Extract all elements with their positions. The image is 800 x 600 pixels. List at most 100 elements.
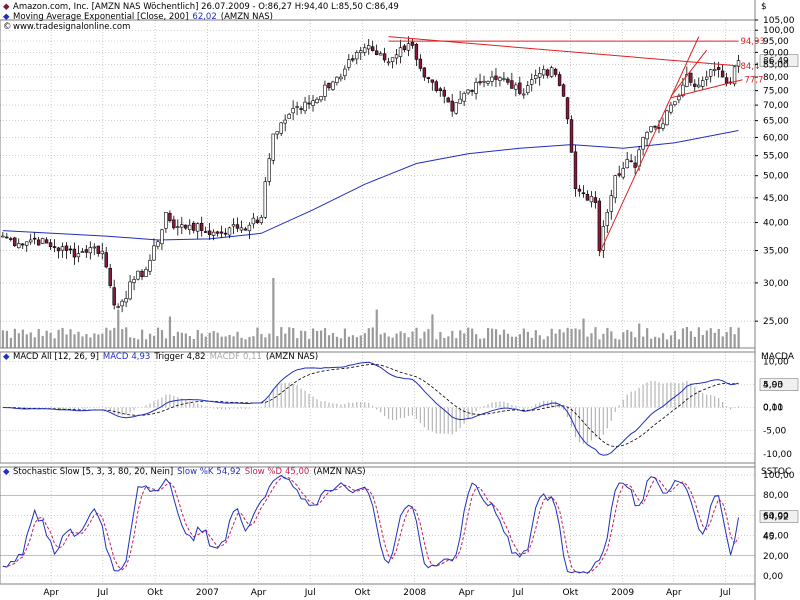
- price-y-tick-label: 80,00: [763, 73, 789, 83]
- candle-body: [44, 239, 49, 244]
- candle-body: [172, 219, 176, 229]
- volume-bar: [220, 336, 223, 348]
- candle-body: [176, 226, 180, 228]
- stoch-y-tick-label: 100,00: [763, 471, 795, 481]
- price-y-tick-label: 75,00: [763, 87, 789, 97]
- candle-body: [438, 88, 442, 92]
- x-tick-label: Jul: [96, 588, 108, 598]
- volume-bar: [276, 336, 279, 348]
- price-y-tick-label: 40,00: [763, 219, 789, 229]
- volume-bar: [471, 328, 474, 348]
- candle-body: [633, 162, 637, 168]
- volume-bar: [288, 327, 291, 348]
- candle-body: [68, 248, 73, 251]
- volume-bar: [29, 332, 32, 348]
- candle-body: [275, 131, 279, 135]
- price-y-tick-label: 35,00: [763, 247, 789, 257]
- volume-bar: [431, 314, 434, 348]
- candle-body: [510, 80, 514, 89]
- stoch-source: (AMZN NAS): [313, 467, 365, 477]
- volume-bar: [479, 338, 482, 348]
- candle-body: [534, 74, 538, 79]
- trendline-label: 84,4: [741, 62, 760, 72]
- volume-bar: [264, 337, 267, 348]
- trendline-label: 77,7: [745, 76, 764, 86]
- volume-bar: [455, 338, 458, 348]
- x-tick-label: 2009: [611, 588, 634, 598]
- macdf-series-value: 0,11: [243, 352, 262, 362]
- candle-body: [649, 126, 653, 132]
- candle-body: [522, 93, 526, 96]
- candle-body: [506, 78, 510, 83]
- volume-bar: [443, 337, 446, 348]
- volume-bar: [21, 329, 24, 348]
- volume-bar: [427, 329, 430, 348]
- candle-body: [609, 195, 613, 212]
- volume-bar: [200, 333, 203, 348]
- volume-bar: [578, 329, 581, 348]
- volume-bar: [546, 336, 549, 348]
- volume-bar: [315, 331, 319, 348]
- volume-bar: [335, 336, 339, 348]
- volume-bar: [375, 309, 378, 348]
- candle-body: [470, 89, 474, 92]
- volume-bar: [594, 327, 597, 348]
- candle-body: [355, 52, 359, 60]
- volume-bar: [148, 333, 152, 348]
- candle-body: [108, 267, 112, 286]
- ema-legend-source: (AMZN NAS): [221, 12, 273, 22]
- candle-body: [705, 76, 709, 80]
- volume-bar: [319, 330, 323, 348]
- volume-bar: [371, 327, 374, 348]
- candle-body: [219, 231, 224, 234]
- trendline: [670, 49, 708, 97]
- volume-bar: [17, 333, 20, 348]
- macd-series-name: MACD: [103, 352, 129, 362]
- candle-body: [390, 57, 395, 62]
- candle-body: [259, 217, 264, 224]
- stoch-axis-label: SSTOC: [761, 467, 791, 477]
- x-tick-label: Apr: [666, 588, 682, 598]
- price-axis-unit: $: [761, 2, 767, 12]
- volume-bar: [152, 335, 156, 348]
- candle-body: [144, 269, 148, 277]
- last-price-label: 86,49: [763, 57, 789, 67]
- volume-bar: [37, 329, 40, 348]
- volume-bar: [550, 328, 553, 348]
- volume-bar: [156, 327, 160, 348]
- candle-body: [215, 231, 220, 234]
- candle-body: [537, 73, 542, 78]
- candle-body: [502, 78, 506, 80]
- volume-bar: [717, 328, 720, 348]
- volume-bar: [582, 318, 585, 348]
- volume-bar: [212, 331, 215, 348]
- volume-bar: [256, 327, 259, 348]
- volume-bar: [109, 330, 112, 348]
- volume-bar: [459, 330, 462, 348]
- volume-bar: [49, 332, 52, 348]
- volume-bar: [661, 333, 665, 348]
- macd-value-box: [759, 378, 799, 391]
- candle-body: [625, 159, 629, 169]
- volume-bar: [300, 330, 303, 348]
- candle-body: [613, 175, 617, 199]
- volume-bar: [642, 336, 645, 348]
- candle-body: [1, 235, 5, 238]
- volume-bar: [184, 333, 187, 348]
- macd-axis-label: MACDA: [761, 352, 795, 362]
- volume-bar: [252, 336, 255, 348]
- volume-bar: [538, 335, 541, 348]
- candle-body: [681, 84, 685, 97]
- volume-bar: [69, 329, 72, 348]
- volume-bar: [9, 337, 12, 348]
- candle-body: [374, 50, 379, 55]
- volume-bar: [65, 334, 68, 348]
- volume-bar: [41, 335, 44, 348]
- volume-bar: [113, 327, 116, 348]
- ema-legend-value: 62,02: [192, 12, 216, 22]
- volume-bar: [646, 328, 649, 348]
- trendline: [598, 36, 700, 254]
- volume-bar: [634, 337, 637, 348]
- volume-bar: [343, 328, 347, 348]
